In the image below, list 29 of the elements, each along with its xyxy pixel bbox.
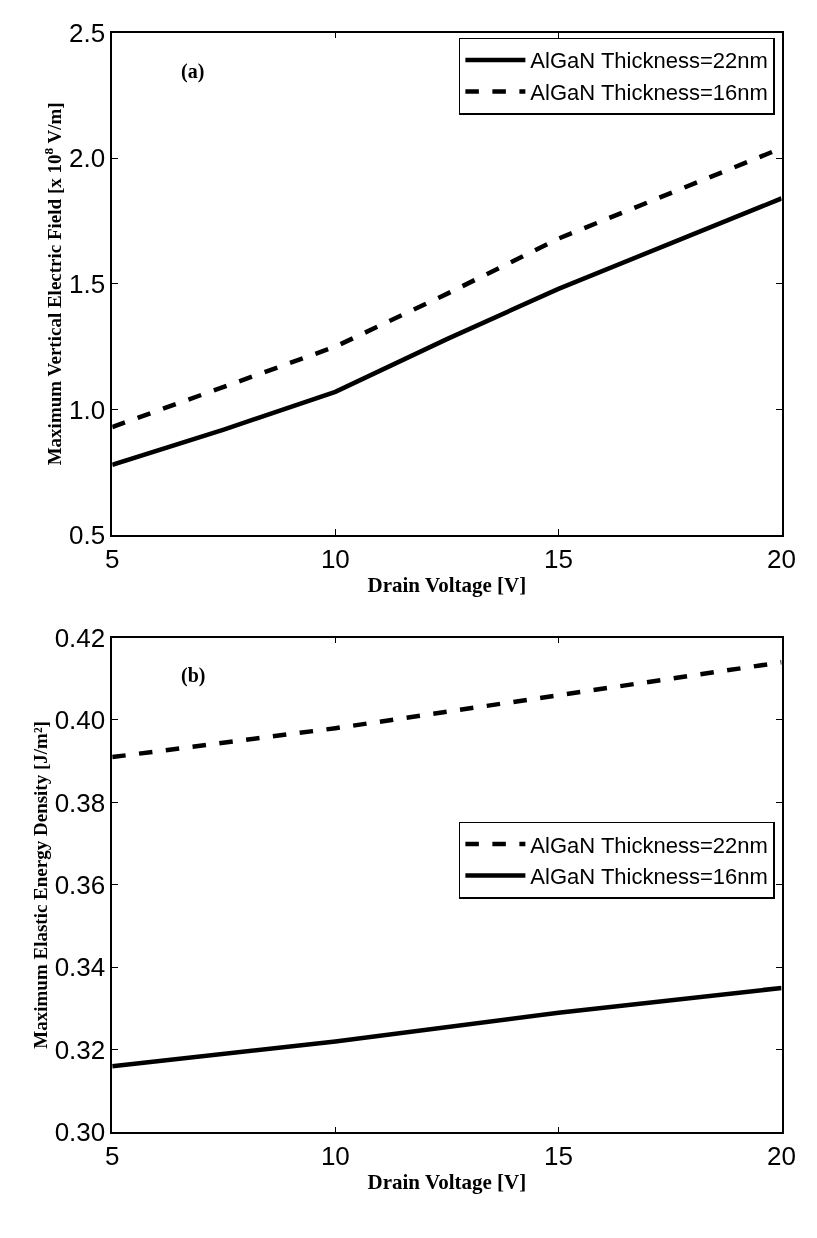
x-tick-label: 5 [104, 1141, 120, 1172]
y-tick-label: 0.42 [54, 622, 106, 653]
y-tick-label: 0.36 [54, 870, 106, 900]
y-tick-label: 1.0 [69, 394, 106, 425]
y-axis-title: Maximum Elastic Energy Density [J/m²] [30, 721, 52, 1049]
x-tick-label: 5 [104, 544, 120, 575]
x-tick-label: 10 [320, 1141, 350, 1172]
y-tick-label: 0.40 [54, 705, 106, 736]
y-tick-label: 2.5 [69, 17, 106, 48]
x-axis-title: Drain Voltage [V] [367, 572, 527, 597]
y-tick-label: 0.30 [54, 1117, 106, 1148]
y-tick-label: 2.0 [69, 143, 106, 174]
x-tick-label: 20 [767, 1141, 797, 1172]
y-tick-label: 0.38 [54, 787, 106, 818]
y-tick-label: 1.5 [69, 268, 106, 299]
x-axis-title: Drain Voltage [V] [367, 1169, 527, 1194]
x-tick-label: 15 [543, 1141, 573, 1172]
annotation: (a) [181, 60, 205, 83]
legend-label: AlGaN Thickness=16nm [530, 864, 768, 890]
x-tick-label: 20 [767, 544, 797, 575]
y-tick-label: 0.5 [69, 520, 106, 551]
y-tick-label: 0.34 [54, 952, 106, 983]
x-tick-label: 15 [543, 544, 573, 575]
y-tick-label: 0.32 [54, 1034, 106, 1065]
legend-label: AlGaN Thickness=16nm [530, 80, 768, 106]
legend-label: AlGaN Thickness=22nm [530, 832, 768, 858]
legend-label: AlGaN Thickness=22nm [530, 48, 768, 74]
annotation: (b) [181, 664, 206, 687]
x-tick-label: 10 [320, 544, 350, 575]
